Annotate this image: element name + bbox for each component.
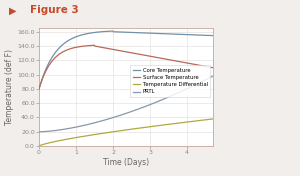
Legend: Core Temperature, Surface Temperature, Temperature Differential, PRTL: Core Temperature, Surface Temperature, T… xyxy=(130,65,210,97)
Text: Figure 3: Figure 3 xyxy=(30,5,79,15)
X-axis label: Time (Days): Time (Days) xyxy=(103,158,149,167)
Text: ▶: ▶ xyxy=(9,5,16,15)
Y-axis label: Temperature (def F): Temperature (def F) xyxy=(5,49,14,125)
